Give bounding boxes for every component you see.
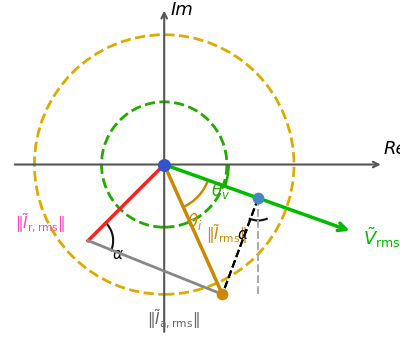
Text: $\|\tilde{I}_{\rm rms}\|$: $\|\tilde{I}_{\rm rms}\|$ bbox=[206, 222, 247, 246]
Text: $\theta_v$: $\theta_v$ bbox=[211, 180, 230, 201]
Text: Re: Re bbox=[384, 140, 400, 158]
Text: $\alpha$: $\alpha$ bbox=[237, 227, 249, 242]
Point bbox=[255, 195, 261, 201]
Text: $\alpha$: $\alpha$ bbox=[112, 246, 124, 262]
Text: $\theta_i$: $\theta_i$ bbox=[186, 211, 202, 232]
Text: $\tilde{V}_{\rm rms}$: $\tilde{V}_{\rm rms}$ bbox=[363, 226, 400, 250]
Point bbox=[219, 292, 226, 297]
Text: $\|\tilde{I}_{\rm a,rms}\|$: $\|\tilde{I}_{\rm a,rms}\|$ bbox=[147, 308, 200, 331]
Point bbox=[161, 162, 167, 167]
Text: $\|\tilde{I}_{\rm r,rms}\|$: $\|\tilde{I}_{\rm r,rms}\|$ bbox=[15, 211, 66, 235]
Text: Im: Im bbox=[170, 1, 193, 19]
